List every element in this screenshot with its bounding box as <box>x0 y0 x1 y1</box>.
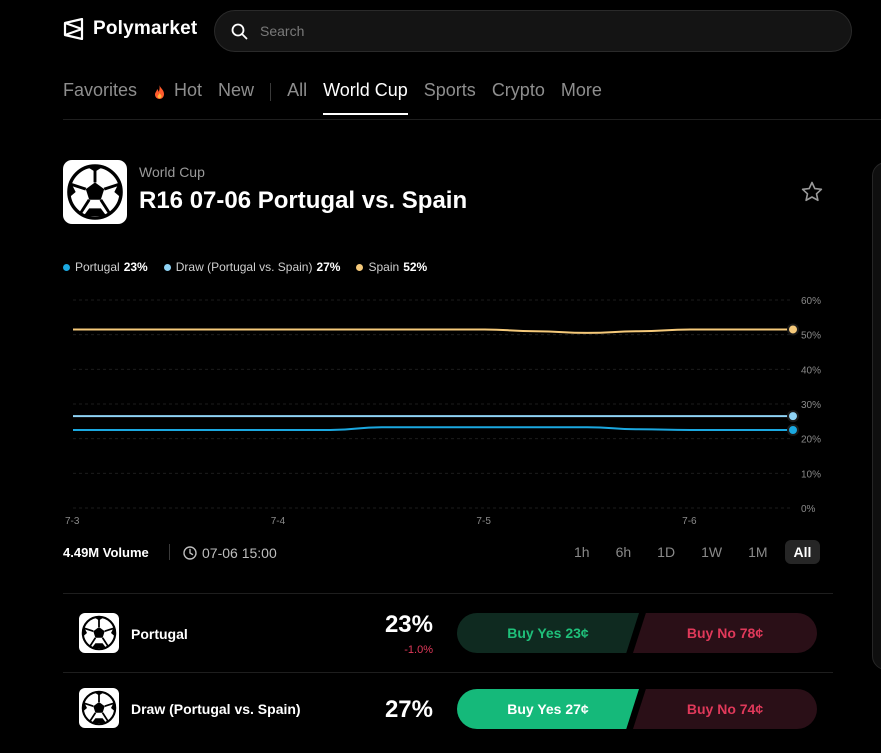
nav-tab-more[interactable]: More <box>560 80 602 100</box>
soccer-ball-icon <box>81 615 117 651</box>
series-endpoint <box>787 323 799 336</box>
legend-value: 52% <box>403 260 428 274</box>
fire-icon <box>155 84 165 99</box>
brand-logo[interactable]: Polymarket <box>63 18 197 40</box>
event-category[interactable]: World Cup <box>139 164 205 180</box>
nav-tab-new[interactable]: New <box>218 80 255 100</box>
row-divider <box>63 593 833 594</box>
legend-item-spain: Spain 52% <box>356 260 427 274</box>
buy-yes-portugal-button[interactable]: Buy Yes 23¢ <box>457 613 639 653</box>
outcome-percent: 23% <box>384 611 433 638</box>
series-endpoint <box>787 424 799 436</box>
x-tick-label: 7-5 <box>476 516 491 527</box>
y-tick-label: 30% <box>801 400 821 411</box>
soccer-ball-icon <box>81 690 117 726</box>
legend-label: Portugal <box>75 260 120 274</box>
nav-tab-favorites[interactable]: Favorites <box>63 80 138 100</box>
nav-divider-line <box>63 119 881 120</box>
event-icon <box>63 160 127 224</box>
range-1w-button[interactable]: 1W <box>701 544 723 560</box>
volume-label: 4.49M Volume <box>63 545 149 560</box>
category-nav: Favorites Hot New All World Cup Sports C… <box>63 80 618 120</box>
x-tick-label: 7-6 <box>682 516 697 527</box>
buy-no-portugal-button[interactable]: Buy No 78¢ <box>633 613 817 653</box>
search-bar[interactable] <box>214 10 852 52</box>
legend-dot <box>163 263 171 271</box>
series-line <box>73 426 793 431</box>
x-tick-label: 7-4 <box>271 516 286 527</box>
y-tick-label: 40% <box>801 365 821 376</box>
outcome-icon <box>79 688 119 728</box>
price-chart[interactable]: 60% 50% 40% 30% 20% 10% 0% 7-3 7-4 7-5 7-6 <box>63 290 833 530</box>
series-line <box>72 328 793 334</box>
legend-label: Draw (Portugal vs. Spain) <box>175 260 313 274</box>
nav-tab-world-cup[interactable]: World Cup <box>323 80 408 115</box>
y-tick-label: 60% <box>801 296 821 307</box>
nav-tab-crypto[interactable]: Crypto <box>491 80 545 100</box>
stats-divider <box>169 544 170 560</box>
range-6h-button[interactable]: 6h <box>615 544 632 560</box>
outcome-icon <box>79 613 119 653</box>
row-divider <box>63 672 833 673</box>
range-1m-button[interactable]: 1M <box>748 544 768 560</box>
range-1d-button[interactable]: 1D <box>657 544 676 560</box>
chart-legend: Portugal 23% Draw (Portugal vs. Spain) 2… <box>63 260 443 274</box>
outcome-name: Portugal <box>131 626 188 642</box>
nav-tab-sports[interactable]: Sports <box>423 80 476 100</box>
search-input[interactable] <box>258 22 802 40</box>
outcome-percent: 27% <box>384 696 433 723</box>
y-tick-label: 0% <box>801 504 816 515</box>
y-tick-label: 50% <box>801 331 821 342</box>
outcome-change: -1.0% <box>404 644 433 656</box>
legend-label: Spain <box>368 260 400 274</box>
search-icon <box>231 23 248 39</box>
trade-panel <box>872 162 881 670</box>
y-tick-label: 20% <box>801 435 821 446</box>
event-title: R16 07-06 Portugal vs. Spain <box>139 187 468 214</box>
range-all-button[interactable]: All <box>784 540 821 564</box>
end-date: 07-06 15:00 <box>183 545 277 561</box>
y-tick-label: 10% <box>801 469 821 480</box>
nav-tab-hot[interactable]: Hot <box>153 80 202 113</box>
legend-dot <box>356 263 364 271</box>
clock-icon <box>183 546 197 560</box>
outcome-row-draw <box>79 688 119 728</box>
series-endpoint <box>787 410 799 423</box>
soccer-ball-icon <box>67 164 123 220</box>
end-date-text: 07-06 15:00 <box>202 545 277 561</box>
outcome-row-portugal <box>79 613 119 653</box>
legend-dot <box>63 263 70 271</box>
star-icon <box>801 181 823 202</box>
legend-value: 23% <box>123 260 148 274</box>
nav-divider <box>270 83 272 101</box>
outcome-name: Draw (Portugal vs. Spain) <box>131 701 301 717</box>
x-tick-label: 7-3 <box>65 516 80 527</box>
polymarket-logo-icon <box>63 18 84 40</box>
legend-item-portugal: Portugal 23% <box>63 260 148 274</box>
legend-item-draw: Draw (Portugal vs. Spain) 27% <box>163 260 341 274</box>
buy-yes-draw-button[interactable]: Buy Yes 27¢ <box>457 689 639 729</box>
favorite-star-button[interactable] <box>800 180 824 209</box>
range-1h-button[interactable]: 1h <box>574 544 590 560</box>
legend-value: 27% <box>316 260 341 274</box>
nav-tab-all[interactable]: All <box>287 80 308 100</box>
buy-no-draw-button[interactable]: Buy No 74¢ <box>633 689 817 729</box>
brand-name: Polymarket <box>93 18 198 39</box>
time-range-selector: 1h 6h 1D 1W 1M All <box>557 540 821 564</box>
nav-tab-hot-label: Hot <box>174 80 203 100</box>
